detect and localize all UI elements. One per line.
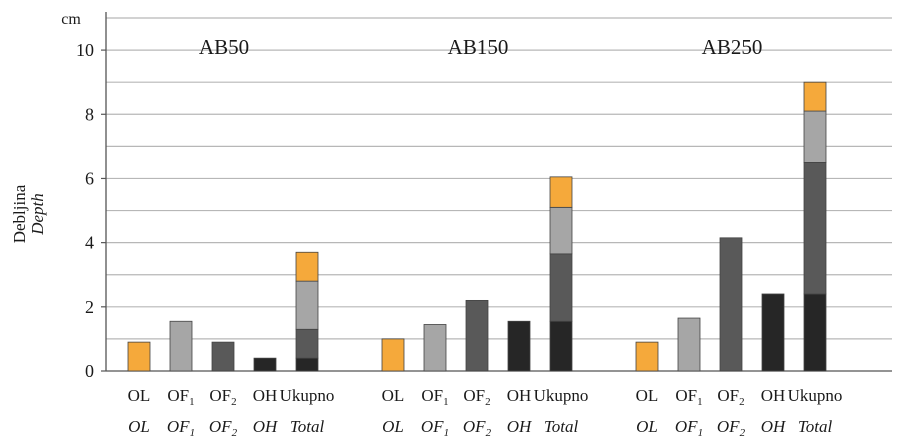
stack-segment-of2 (803, 162, 827, 295)
stack-segment-of1 (549, 206, 573, 255)
bar-of2 (465, 299, 489, 372)
x-tick-label-italic: Total (798, 417, 833, 436)
x-tick-label: OL (128, 386, 151, 405)
stack-segment-of2 (549, 253, 573, 322)
y-tick-label: 10 (76, 40, 94, 60)
bar-ol (381, 338, 405, 372)
x-tick-label: OF1 (675, 386, 702, 408)
x-tick-label-italic: Total (290, 417, 325, 436)
bar-of2 (719, 237, 743, 372)
gridlines (106, 17, 892, 340)
x-tick-label: OF2 (717, 386, 744, 408)
x-tick-label: OF2 (209, 386, 236, 408)
x-tick-label: OF1 (167, 386, 194, 408)
x-tick-label-italic: OF1 (167, 417, 195, 439)
stack-segment-of2 (295, 328, 319, 359)
stack-segment-ol (295, 251, 319, 282)
y-tick-label: 8 (85, 104, 94, 124)
x-tick-label-italic: OF1 (675, 417, 703, 439)
x-tick-label: OF2 (463, 386, 490, 408)
stack-segment-of1 (803, 110, 827, 163)
bar-ol (635, 341, 659, 372)
y-axis-title-line2: Depth (28, 193, 47, 236)
bar-oh (507, 320, 531, 372)
x-tick-label: OH (761, 386, 786, 405)
x-tick-label: OL (382, 386, 405, 405)
x-tick-label: Ukupno (788, 386, 843, 405)
y-axis-title: Debljina Depth (10, 184, 47, 243)
bars (127, 81, 827, 372)
stack-segment-of1 (295, 280, 319, 330)
bar-ol (127, 341, 151, 372)
bar-oh (253, 357, 277, 372)
x-tick-label-italic: OH (761, 417, 787, 436)
x-tick-label-italic: OH (253, 417, 279, 436)
x-tick-label-italic: OL (636, 417, 658, 436)
bar-of2 (211, 341, 235, 372)
x-tick-label-italic: OF2 (463, 417, 492, 439)
x-tick-label: OH (507, 386, 532, 405)
y-axis-unit: cm (61, 11, 81, 28)
x-tick-label: OL (636, 386, 659, 405)
x-tick-label: Ukupno (280, 386, 335, 405)
stack-segment-oh (803, 293, 827, 372)
stack-segment-oh (295, 357, 319, 372)
x-tick-label-italic: Total (544, 417, 579, 436)
y-tick-label: 4 (85, 233, 94, 253)
stack-segment-oh (549, 320, 573, 372)
x-tick-label-italic: OH (507, 417, 533, 436)
x-tick-label-italic: OF1 (421, 417, 449, 439)
x-tick-label: OF1 (421, 386, 448, 408)
y-tick-label: 2 (85, 297, 94, 317)
y-tick-label: 6 (85, 168, 94, 188)
x-tick-label: Ukupno (534, 386, 589, 405)
group-title: AB250 (702, 35, 763, 59)
bar-oh (761, 293, 785, 372)
group-title: AB150 (448, 35, 509, 59)
x-tick-label-italic: OF2 (209, 417, 238, 439)
bar-of1 (677, 317, 701, 372)
stack-segment-ol (803, 81, 827, 112)
stack-segment-ol (549, 176, 573, 208)
x-tick-label-italic: OF2 (717, 417, 746, 439)
bar-of1 (169, 320, 193, 372)
y-tick-label: 0 (85, 361, 94, 381)
group-title: AB50 (199, 35, 249, 59)
x-tick-label-italic: OL (382, 417, 404, 436)
axes (101, 12, 892, 372)
x-tick-label: OH (253, 386, 278, 405)
x-tick-label-italic: OL (128, 417, 150, 436)
bar-of1 (423, 324, 447, 372)
y-axis-title-line1: Debljina (10, 184, 29, 243)
